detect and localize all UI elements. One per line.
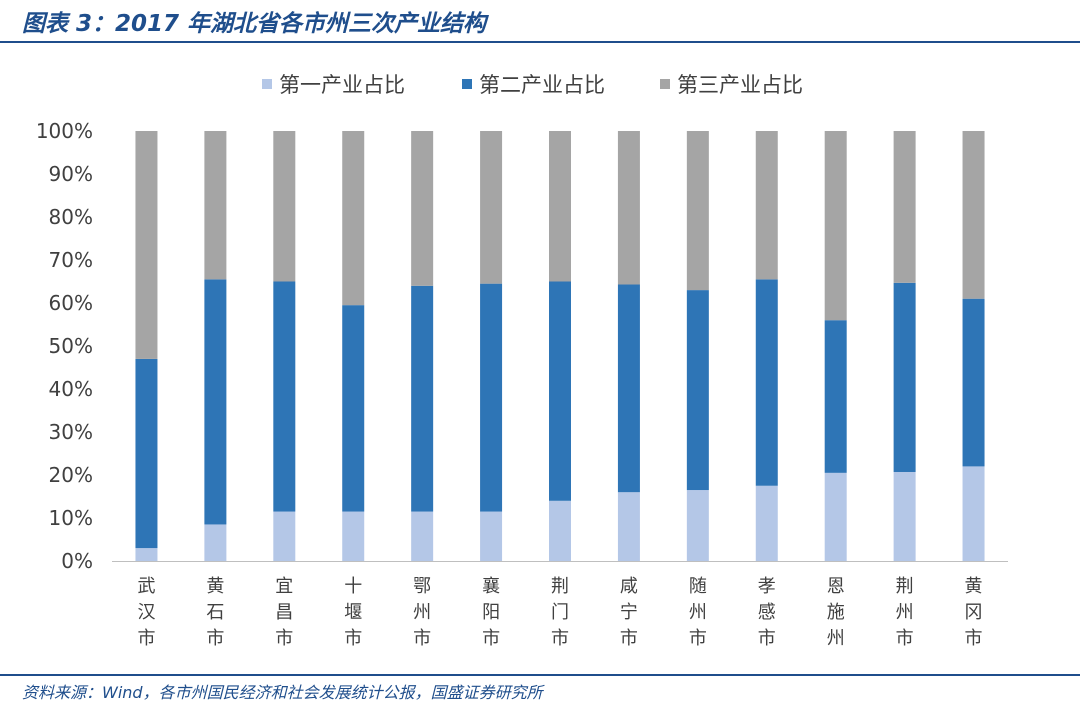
bar-segment-series-3: [204, 131, 227, 280]
bar-segment-series-1: [549, 500, 571, 561]
bottom-rule: [0, 674, 1080, 676]
bar-segment-series-2: [755, 279, 778, 486]
x-category-label: 荆门市: [551, 576, 569, 649]
bar-segment-series-3: [617, 131, 640, 285]
bar-segment-series-3: [549, 131, 571, 282]
legend-swatch: [660, 79, 670, 89]
bar-segment-series-2: [893, 282, 916, 472]
bar-segment-series-1: [755, 485, 778, 561]
y-tick-label: 100%: [36, 119, 93, 143]
bar-segment-series-1: [686, 490, 709, 561]
x-category-label: 黄冈市: [965, 576, 983, 649]
y-tick-label: 10%: [49, 506, 93, 530]
bar-segment-series-2: [480, 283, 503, 512]
bar-segment-series-2: [135, 358, 158, 549]
bar-segment-series-3: [686, 131, 709, 291]
bar-segment-series-3: [342, 131, 365, 306]
bar-segment-series-2: [342, 305, 365, 512]
bar-segment-series-1: [480, 511, 503, 561]
y-tick-label: 50%: [49, 334, 93, 358]
legend-swatch: [462, 79, 472, 89]
y-tick-label: 70%: [49, 248, 93, 272]
bar-segment-series-2: [273, 281, 296, 512]
bar-segment-series-3: [962, 131, 985, 299]
bar-segment-series-1: [273, 511, 296, 561]
bar-segment-series-3: [135, 131, 158, 359]
figure-title: 图表 3：2017 年湖北省各市州三次产业结构: [22, 11, 487, 37]
bar-segment-series-2: [411, 285, 434, 512]
x-category-label: 咸宁市: [620, 576, 638, 649]
bar-segment-series-3: [480, 131, 503, 284]
top-rule: [0, 41, 1080, 43]
bars: [135, 131, 985, 561]
bar-segment-series-1: [204, 524, 227, 561]
y-tick-label: 80%: [49, 205, 93, 229]
bar-segment-series-2: [204, 279, 227, 525]
legend: 第一产业占比 第二产业占比 第三产业占比: [262, 73, 803, 97]
bar-segment-series-1: [962, 466, 985, 561]
x-category-label: 十堰市: [344, 576, 362, 649]
y-axis: 0% 10% 20% 30% 40% 50% 60% 70% 80% 90% 100%: [36, 119, 93, 573]
bar-segment-series-2: [617, 284, 640, 493]
bar-segment-series-3: [755, 131, 778, 280]
legend-label: 第一产业占比: [279, 73, 405, 97]
x-category-label: 随州市: [689, 576, 707, 649]
x-category-label: 宜昌市: [275, 576, 293, 649]
x-category-label: 荆州市: [896, 576, 914, 649]
x-category-label: 恩施州: [827, 576, 845, 649]
y-tick-label: 30%: [49, 420, 93, 444]
bar-segment-series-2: [549, 281, 571, 501]
legend-label: 第三产业占比: [677, 73, 803, 97]
x-category-label: 孝感市: [758, 576, 776, 649]
stacked-bar-chart: 第一产业占比 第二产业占比 第三产业占比 0% 10% 20% 30% 40% 50% 60% 7…: [36, 73, 1008, 649]
bar-segment-series-3: [273, 131, 296, 282]
bar-segment-series-3: [893, 131, 916, 283]
bar-segment-series-2: [686, 290, 709, 491]
bar-segment-series-1: [617, 492, 640, 561]
y-tick-label: 60%: [49, 291, 93, 315]
x-category-label: 黄石市: [206, 576, 224, 649]
y-tick-label: 20%: [49, 463, 93, 487]
bar-segment-series-1: [411, 511, 434, 561]
bar-segment-series-3: [411, 131, 434, 286]
source-note: 资料来源：Wind，各市州国民经济和社会发展统计公报，国盛证券研究所: [22, 683, 543, 702]
bar-segment-series-1: [893, 471, 916, 561]
y-tick-label: 40%: [49, 377, 93, 401]
legend-swatch: [262, 79, 272, 89]
bar-segment-series-3: [824, 131, 847, 321]
x-axis: 武汉市 黄石市 宜昌市 十堰市 鄂州市 襄阳市 荆门市 咸宁市 随州市 孝感市 恩施州 荆州市 黄冈市: [112, 561, 1008, 649]
y-tick-label: 0%: [61, 549, 93, 573]
bar-segment-series-1: [342, 511, 365, 561]
y-tick-label: 90%: [49, 162, 93, 186]
x-category-label: 武汉市: [137, 576, 155, 649]
bar-segment-series-1: [824, 472, 847, 561]
bar-segment-series-2: [962, 298, 985, 467]
bar-segment-series-2: [824, 320, 847, 473]
x-category-label: 襄阳市: [482, 576, 500, 649]
legend-label: 第二产业占比: [479, 73, 605, 97]
x-category-label: 鄂州市: [413, 576, 431, 649]
bar-segment-series-1: [135, 548, 158, 561]
